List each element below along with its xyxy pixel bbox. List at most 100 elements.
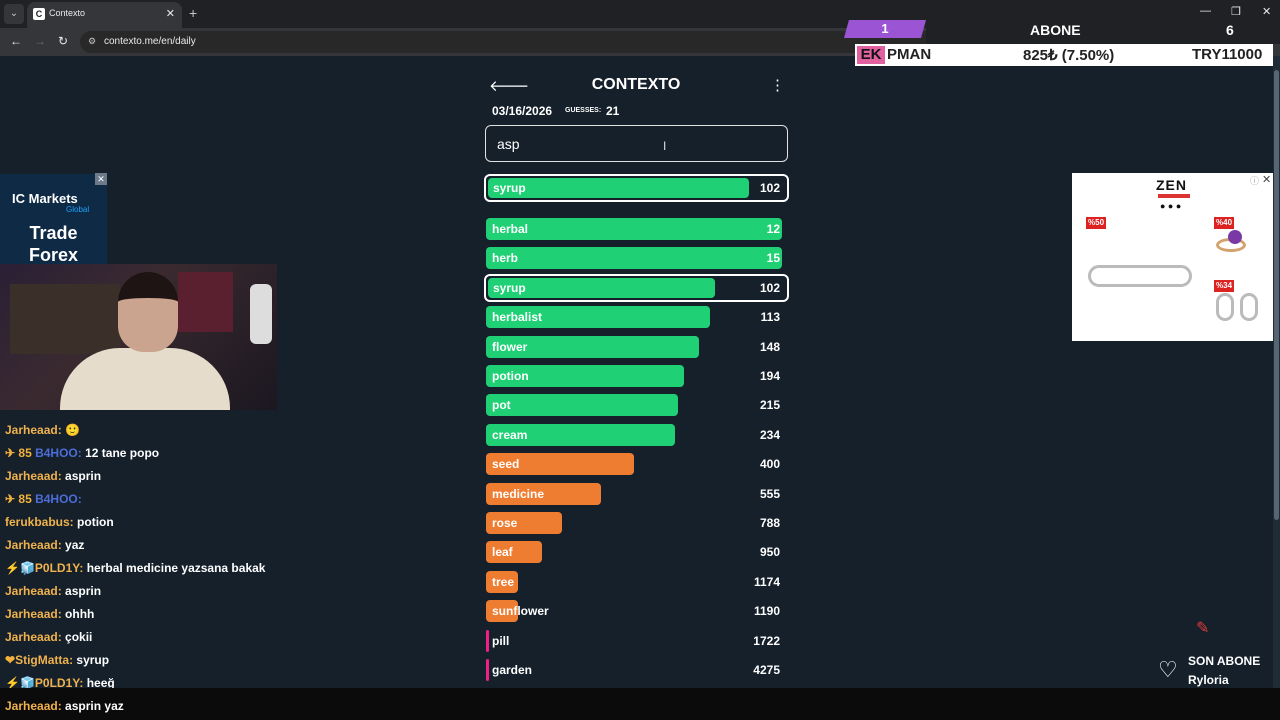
guess-row: cream 234 bbox=[486, 424, 782, 446]
guess-word: potion bbox=[492, 369, 529, 383]
guess-row: medicine 555 bbox=[486, 483, 782, 505]
guess-word: tree bbox=[492, 575, 515, 589]
guess-bar bbox=[486, 571, 518, 593]
ring-gem-image bbox=[1228, 230, 1242, 244]
guess-word: leaf bbox=[492, 545, 513, 559]
forward-arrow-icon[interactable]: → bbox=[34, 34, 46, 48]
ticker-bottom: EK PMAN 825₺ (7.50%) TRY11000 bbox=[855, 44, 1273, 66]
guess-row: tree 1174 bbox=[486, 571, 782, 593]
minimize-icon[interactable]: — bbox=[1200, 5, 1211, 17]
carousel-dots: ● ● ● bbox=[1160, 201, 1182, 211]
chat-text: asprin yaz bbox=[65, 699, 124, 713]
chat-text: potion bbox=[77, 515, 114, 529]
new-tab-button[interactable]: + bbox=[189, 5, 198, 21]
guess-row: herb 15 bbox=[486, 247, 782, 269]
guess-rank: 148 bbox=[759, 340, 780, 354]
ad-close-icon[interactable]: ✕ bbox=[1262, 174, 1272, 186]
chat-message: ferukbabus: potion bbox=[5, 515, 114, 529]
guess-bar bbox=[486, 394, 678, 416]
chat-username: Jarheaad: bbox=[5, 699, 62, 713]
text-cursor-icon: I bbox=[663, 139, 667, 153]
menu-kebab-icon[interactable]: ⋮ bbox=[770, 77, 785, 94]
last-sub-label: SON ABONE bbox=[1188, 654, 1261, 668]
ticker-price: 825₺ (7.50%) bbox=[1023, 47, 1115, 64]
guess-word: flower bbox=[492, 340, 528, 354]
guess-rank: 1722 bbox=[753, 634, 780, 648]
chat-message: ⚡🧊P0LD1Y: herbal medicine yazsana bakak bbox=[5, 561, 265, 575]
guesses-count: 21 bbox=[606, 104, 620, 118]
guess-bar bbox=[486, 659, 489, 681]
guess-rank: 194 bbox=[759, 369, 780, 383]
chat-username: P0LD1Y: bbox=[34, 561, 84, 575]
chat-message: Jarheaad: çokii bbox=[5, 630, 92, 644]
site-info-icon[interactable]: ⚙ bbox=[88, 36, 97, 46]
chat-username: P0LD1Y: bbox=[34, 676, 84, 690]
url-text: contexto.me/en/daily bbox=[104, 36, 196, 47]
ticker-left-count: 1 bbox=[844, 20, 926, 38]
bracelet-image bbox=[1088, 265, 1192, 287]
chat-username: Jarheaad: bbox=[5, 538, 62, 552]
scrollbar-thumb[interactable] bbox=[1274, 70, 1279, 520]
ticker-right-count: 6 bbox=[1226, 22, 1234, 38]
ticker-top bbox=[926, 20, 1280, 44]
tab-list-button[interactable]: ⌄ bbox=[4, 4, 24, 24]
chat-text: asprin bbox=[65, 469, 102, 483]
bottom-strip bbox=[0, 688, 1280, 720]
guess-bar bbox=[486, 424, 675, 446]
ad-brand: IC Markets bbox=[12, 191, 78, 206]
guess-bar bbox=[486, 630, 489, 652]
zen-logo-bar bbox=[1158, 194, 1190, 198]
guess-rank: 215 bbox=[759, 398, 780, 412]
back-arrow-icon[interactable]: 🡐 bbox=[489, 78, 530, 95]
guess-rank: 12 bbox=[766, 222, 780, 236]
chat-text: çokii bbox=[65, 630, 93, 644]
chat-message: ❤StigMatta: syrup bbox=[5, 653, 109, 667]
guess-row: seed 400 bbox=[486, 453, 782, 475]
guess-rank: 15 bbox=[766, 251, 780, 265]
restore-icon[interactable]: ❐ bbox=[1231, 6, 1241, 18]
ad-info-icon[interactable]: ⓘ bbox=[1250, 176, 1260, 186]
webcam-overlay bbox=[0, 264, 277, 410]
guess-word: medicine bbox=[492, 487, 545, 501]
guess-row: potion 194 bbox=[486, 365, 782, 387]
guess-bar bbox=[486, 541, 542, 563]
guess-rank: 1174 bbox=[753, 575, 780, 589]
streamer-head bbox=[118, 272, 178, 352]
zen-jewelry-ad[interactable]: ZEN ● ● ● %50 %40 %34 bbox=[1072, 173, 1273, 341]
window-close-icon[interactable]: ✕ bbox=[1262, 6, 1272, 18]
reload-icon[interactable]: ↻ bbox=[58, 34, 69, 48]
chat-message: Jarheaad: asprin bbox=[5, 469, 101, 483]
guess-input[interactable] bbox=[485, 125, 788, 162]
guess-bar bbox=[486, 336, 699, 358]
tab-contexto[interactable]: C Contexto ✕ bbox=[27, 2, 182, 28]
guess-row: herbalist 113 bbox=[486, 306, 782, 328]
chat-username: B4HOO: bbox=[35, 446, 82, 460]
guess-rank: 4275 bbox=[753, 663, 780, 677]
guess-bar bbox=[486, 306, 710, 328]
chat-username: Jarheaad: bbox=[5, 423, 62, 437]
chat-username: ferukbabus: bbox=[5, 515, 74, 529]
feather-icon: ✎ bbox=[1196, 620, 1210, 637]
guess-rank: 788 bbox=[759, 516, 780, 530]
guesses-label: GUESSES: bbox=[565, 107, 602, 114]
tab-title: Contexto bbox=[49, 8, 86, 18]
guess-row: sunflower 1190 bbox=[486, 600, 782, 622]
discount-badge: %34 bbox=[1214, 280, 1235, 292]
icmarkets-ad[interactable]: IC Markets Global Trade Forex bbox=[0, 174, 107, 266]
guess-word: herbal bbox=[492, 222, 529, 236]
tab-close-icon[interactable]: ✕ bbox=[165, 8, 175, 20]
guess-row: pot 215 bbox=[486, 394, 782, 416]
guess-row: herbal 12 bbox=[486, 218, 782, 240]
ad-close-icon[interactable]: ✕ bbox=[95, 173, 107, 185]
guess-row: rose 788 bbox=[486, 512, 782, 534]
zen-logo: ZEN bbox=[1156, 177, 1187, 193]
last-sub-name: Ryloria bbox=[1188, 673, 1229, 687]
chat-text: herbal medicine yazsana bakak bbox=[86, 561, 266, 575]
back-arrow-icon[interactable]: ← bbox=[10, 34, 22, 48]
guess-row: syrup 102 bbox=[484, 274, 789, 302]
guess-word: herbalist bbox=[492, 310, 543, 324]
chat-text: heeğ bbox=[86, 676, 115, 690]
guess-bar bbox=[486, 512, 562, 534]
guess-word: syrup bbox=[493, 281, 526, 295]
guess-rank: 234 bbox=[759, 428, 780, 442]
